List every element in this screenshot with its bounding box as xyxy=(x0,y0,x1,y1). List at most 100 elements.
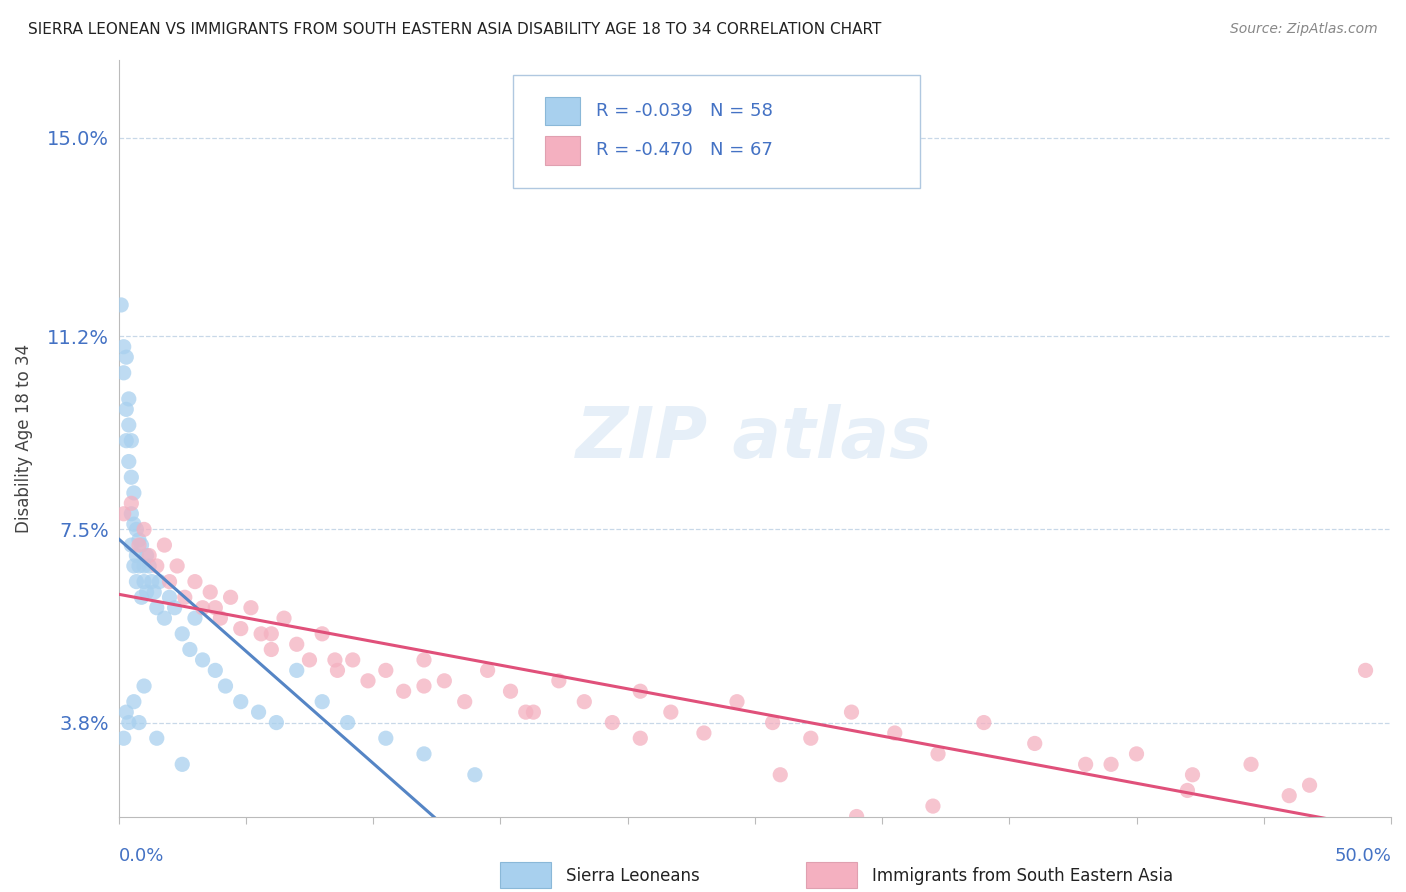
Point xyxy=(172,627,194,641)
Point xyxy=(173,591,195,605)
Point xyxy=(184,611,207,625)
Point xyxy=(413,679,436,693)
Text: Source: ZipAtlas.com: Source: ZipAtlas.com xyxy=(1230,22,1378,37)
Point xyxy=(273,611,295,625)
Point xyxy=(547,673,569,688)
Point xyxy=(499,684,522,698)
Point xyxy=(128,538,150,552)
Point xyxy=(120,434,142,448)
Point xyxy=(922,799,945,814)
FancyBboxPatch shape xyxy=(513,75,920,188)
Point xyxy=(125,523,148,537)
Point xyxy=(110,298,132,312)
Point xyxy=(153,538,176,552)
Point xyxy=(1024,736,1046,750)
Point xyxy=(250,627,273,641)
Text: ZIP atlas: ZIP atlas xyxy=(576,403,934,473)
Point xyxy=(132,558,155,573)
Point xyxy=(118,392,141,406)
Point xyxy=(120,538,142,552)
Point xyxy=(191,653,214,667)
Point xyxy=(260,642,283,657)
Point xyxy=(163,600,186,615)
Point xyxy=(128,715,150,730)
Bar xyxy=(806,862,856,888)
Point xyxy=(1099,757,1122,772)
Point xyxy=(600,715,623,730)
Point xyxy=(122,486,145,500)
Point xyxy=(1074,757,1097,772)
Point xyxy=(769,768,792,782)
Point xyxy=(112,731,135,746)
Point xyxy=(357,673,380,688)
Point xyxy=(204,600,226,615)
Point xyxy=(229,695,252,709)
Point xyxy=(374,731,396,746)
Point xyxy=(845,809,868,823)
Point xyxy=(1181,768,1204,782)
Point xyxy=(118,417,141,432)
Point xyxy=(298,653,321,667)
Point xyxy=(115,705,138,719)
Point xyxy=(336,715,359,730)
Point xyxy=(628,731,651,746)
Point xyxy=(153,611,176,625)
Point xyxy=(148,574,170,589)
Point xyxy=(311,627,333,641)
Point xyxy=(574,695,596,709)
Point xyxy=(1278,789,1301,803)
Point xyxy=(120,496,142,510)
Bar xyxy=(546,96,581,126)
Point xyxy=(125,574,148,589)
Point xyxy=(122,695,145,709)
Point xyxy=(374,664,396,678)
Point xyxy=(454,695,477,709)
Bar xyxy=(546,136,581,165)
Point xyxy=(522,705,544,719)
Point xyxy=(311,695,333,709)
Bar xyxy=(501,862,551,888)
Point xyxy=(166,558,188,573)
Point xyxy=(477,664,499,678)
Point xyxy=(762,715,785,730)
Point xyxy=(392,684,415,698)
Text: SIERRA LEONEAN VS IMMIGRANTS FROM SOUTH EASTERN ASIA DISABILITY AGE 18 TO 34 COR: SIERRA LEONEAN VS IMMIGRANTS FROM SOUTH … xyxy=(28,22,882,37)
Point xyxy=(132,679,155,693)
Point xyxy=(413,653,436,667)
Point xyxy=(112,340,135,354)
Point xyxy=(659,705,682,719)
Point xyxy=(1298,778,1320,792)
Point xyxy=(128,533,150,547)
Point xyxy=(115,350,138,364)
Point xyxy=(146,600,169,615)
Point xyxy=(118,454,141,468)
Point xyxy=(159,591,181,605)
Point xyxy=(204,664,226,678)
Point xyxy=(883,726,905,740)
Text: R = -0.039   N = 58: R = -0.039 N = 58 xyxy=(596,102,773,120)
Point xyxy=(1354,664,1376,678)
Point xyxy=(172,757,194,772)
Point xyxy=(184,574,207,589)
Point xyxy=(800,731,823,746)
Point xyxy=(122,558,145,573)
Point xyxy=(229,622,252,636)
Point xyxy=(146,558,169,573)
Point xyxy=(326,664,349,678)
Text: Immigrants from South Eastern Asia: Immigrants from South Eastern Asia xyxy=(872,866,1173,885)
Point xyxy=(120,470,142,484)
Point xyxy=(927,747,949,761)
Point xyxy=(433,673,456,688)
Point xyxy=(998,820,1021,834)
Point xyxy=(973,715,995,730)
Point xyxy=(247,705,270,719)
Point xyxy=(1240,757,1263,772)
Point xyxy=(179,642,201,657)
Point xyxy=(115,402,138,417)
Point xyxy=(285,637,308,651)
Point xyxy=(141,574,163,589)
Point xyxy=(266,715,288,730)
Point xyxy=(112,507,135,521)
Point xyxy=(515,705,537,719)
Text: R = -0.470   N = 67: R = -0.470 N = 67 xyxy=(596,142,773,160)
